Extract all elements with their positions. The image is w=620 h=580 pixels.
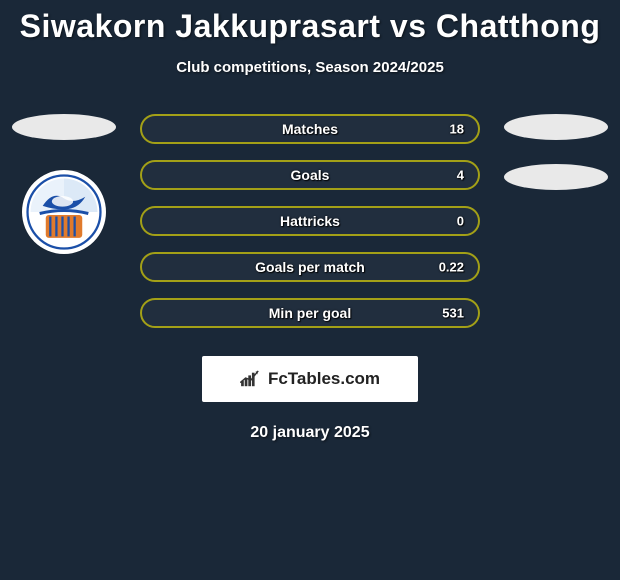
comparison-row: Matches 18 Goals 4 Hattricks 0 Goals per match… [0, 114, 620, 328]
right-player-col [500, 114, 612, 190]
stat-bar: Goals per match 0.22 [140, 252, 480, 282]
stat-bar: Goals 4 [140, 160, 480, 190]
page-title: Siwakorn Jakkuprasart vs Chatthong [0, 8, 620, 45]
stat-value-right: 0 [457, 214, 464, 229]
date-line: 20 january 2025 [0, 424, 620, 442]
content-root: Siwakorn Jakkuprasart vs Chatthong Club … [0, 0, 620, 580]
branding-text: FcTables.com [268, 369, 380, 389]
player-photo-placeholder [504, 114, 608, 140]
stat-label: Min per goal [269, 305, 351, 321]
stat-label: Goals per match [255, 259, 365, 275]
stat-bar: Hattricks 0 [140, 206, 480, 236]
subtitle: Club competitions, Season 2024/2025 [0, 59, 620, 76]
stat-value-right: 0.22 [439, 260, 464, 275]
club-badge-icon [22, 170, 106, 254]
stat-value-right: 18 [450, 122, 464, 137]
stat-value-right: 531 [442, 306, 464, 321]
stats-column: Matches 18 Goals 4 Hattricks 0 Goals per match… [140, 114, 480, 328]
stat-label: Goals [291, 167, 330, 183]
club-badge-placeholder [504, 164, 608, 190]
player-photo-placeholder [12, 114, 116, 140]
stat-bar: Matches 18 [140, 114, 480, 144]
bar-chart-icon [240, 370, 262, 388]
stat-value-right: 4 [457, 168, 464, 183]
stat-label: Hattricks [280, 213, 340, 229]
left-player-col [8, 114, 120, 254]
stat-label: Matches [282, 121, 338, 137]
stat-bar: Min per goal 531 [140, 298, 480, 328]
branding-badge: FcTables.com [202, 356, 418, 402]
